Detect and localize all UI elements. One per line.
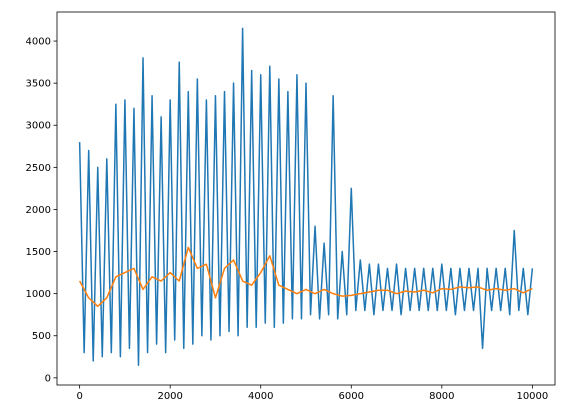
data-line xyxy=(78,27,534,366)
x-tick-label: 6000 xyxy=(339,391,364,402)
x-tick-label: 10000 xyxy=(516,391,548,402)
y-tick-label: 3000 xyxy=(26,121,51,132)
data-line xyxy=(78,246,533,308)
y-tick-label: 1000 xyxy=(26,289,51,300)
y-tick-label: 2500 xyxy=(26,163,51,174)
y-tick-label: 0 xyxy=(45,373,51,384)
y-tick-label: 1500 xyxy=(26,247,51,258)
x-tick-label: 4000 xyxy=(248,391,273,402)
y-tick-label: 3500 xyxy=(26,79,51,90)
y-tick-label: 2000 xyxy=(26,205,51,216)
plot-frame xyxy=(56,11,556,386)
x-tick-label: 8000 xyxy=(429,391,454,402)
y-tick-label: 500 xyxy=(32,331,51,342)
y-tick-label: 4000 xyxy=(26,37,51,48)
x-tick-label: 0 xyxy=(76,391,82,402)
x-tick-label: 2000 xyxy=(157,391,182,402)
